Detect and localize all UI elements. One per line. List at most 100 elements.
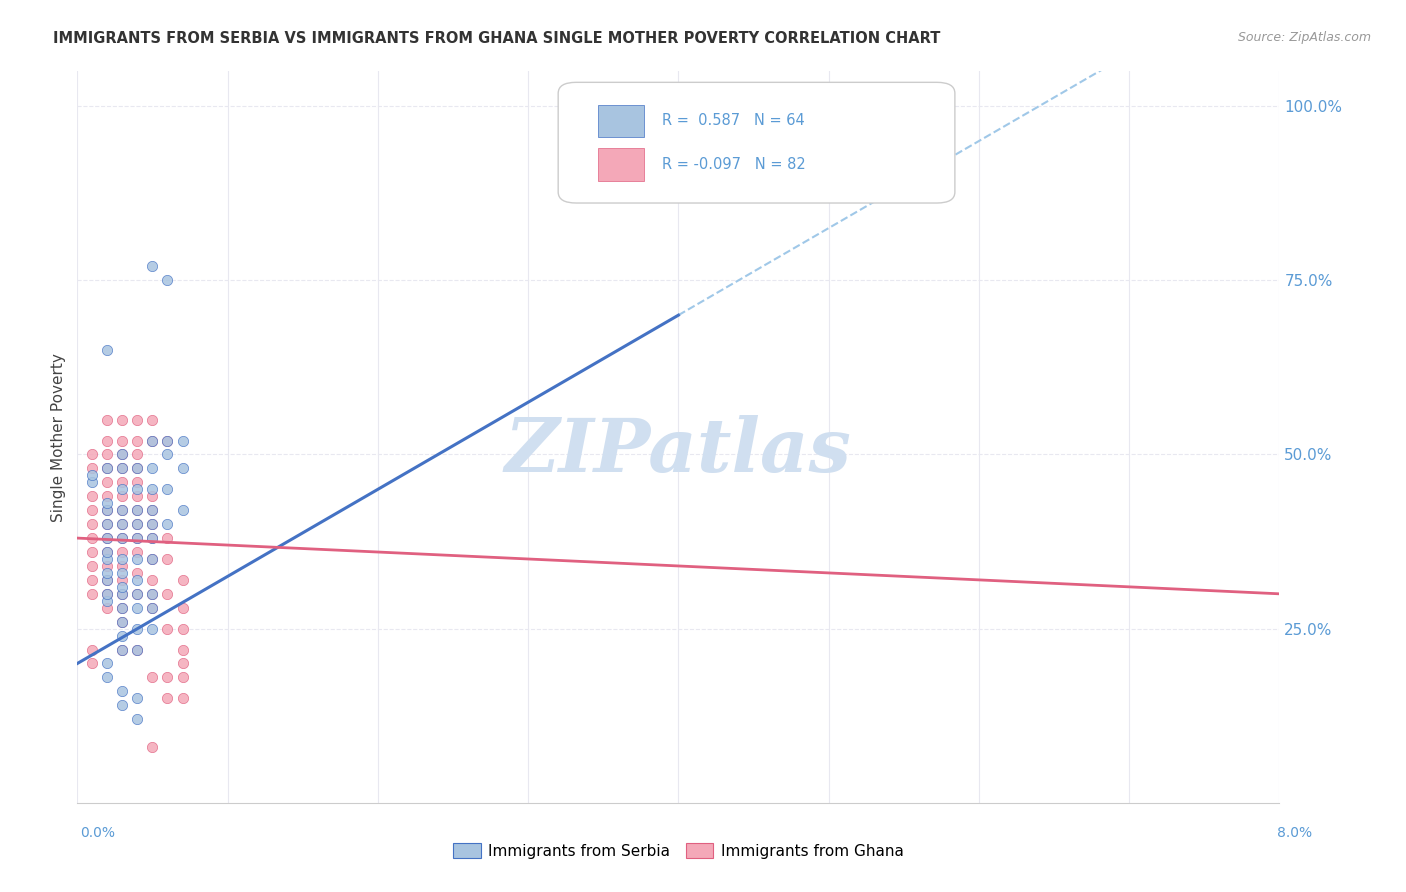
Point (96, 343, 118, 357)
Point (111, 642, 134, 657)
Point (127, 412, 149, 426)
Point (127, 566, 149, 580)
Point (127, 503, 149, 517)
Point (141, 489, 163, 503)
Point (82, 517, 104, 532)
Point (172, 434, 194, 448)
Point (127, 517, 149, 532)
Point (82, 461, 104, 475)
Point (96, 496, 118, 510)
Point (82, 531, 104, 545)
Point (127, 712, 149, 726)
Point (96, 517, 118, 532)
Point (111, 448, 134, 462)
Point (127, 489, 149, 503)
Point (82, 545, 104, 559)
Point (141, 517, 163, 532)
Point (111, 545, 134, 559)
Point (96, 503, 118, 517)
Point (111, 503, 134, 517)
Point (156, 448, 179, 462)
Point (96, 461, 118, 475)
Point (156, 587, 179, 601)
Point (82, 587, 104, 601)
Point (172, 622, 194, 636)
Point (111, 558, 134, 573)
Point (141, 517, 163, 532)
Point (156, 622, 179, 636)
Point (141, 587, 163, 601)
Point (172, 657, 194, 671)
Point (127, 503, 149, 517)
Text: R = -0.097   N = 82: R = -0.097 N = 82 (662, 157, 806, 172)
Point (111, 483, 134, 497)
Point (172, 642, 194, 657)
Point (141, 412, 163, 426)
Point (96, 461, 118, 475)
Point (111, 684, 134, 698)
Point (111, 600, 134, 615)
Point (127, 552, 149, 566)
Point (141, 552, 163, 566)
Point (96, 670, 118, 684)
Point (96, 545, 118, 559)
Point (127, 587, 149, 601)
Point (141, 434, 163, 448)
Point (96, 448, 118, 462)
Point (172, 573, 194, 587)
Point (141, 622, 163, 636)
Point (172, 691, 194, 706)
Point (111, 448, 134, 462)
Point (111, 629, 134, 643)
Point (127, 691, 149, 706)
FancyBboxPatch shape (558, 82, 955, 203)
Point (82, 475, 104, 490)
Point (82, 503, 104, 517)
Bar (598, 104, 644, 137)
Point (141, 740, 163, 755)
Point (111, 615, 134, 629)
Point (111, 587, 134, 601)
Point (127, 642, 149, 657)
Point (96, 573, 118, 587)
Point (127, 573, 149, 587)
Point (127, 461, 149, 475)
Legend: Immigrants from Serbia, Immigrants from Ghana: Immigrants from Serbia, Immigrants from … (447, 837, 910, 864)
Point (111, 580, 134, 594)
Bar (598, 148, 644, 181)
Point (141, 600, 163, 615)
Point (141, 260, 163, 274)
Point (111, 600, 134, 615)
Point (111, 615, 134, 629)
Point (127, 475, 149, 490)
Point (82, 448, 104, 462)
Point (156, 517, 179, 532)
Point (82, 468, 104, 483)
Point (111, 489, 134, 503)
Point (172, 461, 194, 475)
Point (96, 566, 118, 580)
Point (82, 573, 104, 587)
Point (141, 483, 163, 497)
Point (111, 503, 134, 517)
Point (111, 434, 134, 448)
Point (141, 587, 163, 601)
Point (127, 642, 149, 657)
Point (127, 434, 149, 448)
Point (156, 531, 179, 545)
Point (111, 517, 134, 532)
Point (141, 670, 163, 684)
Point (172, 503, 194, 517)
Point (141, 503, 163, 517)
Point (96, 412, 118, 426)
Point (96, 600, 118, 615)
Point (111, 698, 134, 713)
Point (156, 483, 179, 497)
Point (111, 517, 134, 532)
Point (141, 600, 163, 615)
Point (96, 545, 118, 559)
Point (141, 552, 163, 566)
Text: ZIPatlas: ZIPatlas (505, 416, 852, 488)
Point (111, 566, 134, 580)
Point (96, 517, 118, 532)
